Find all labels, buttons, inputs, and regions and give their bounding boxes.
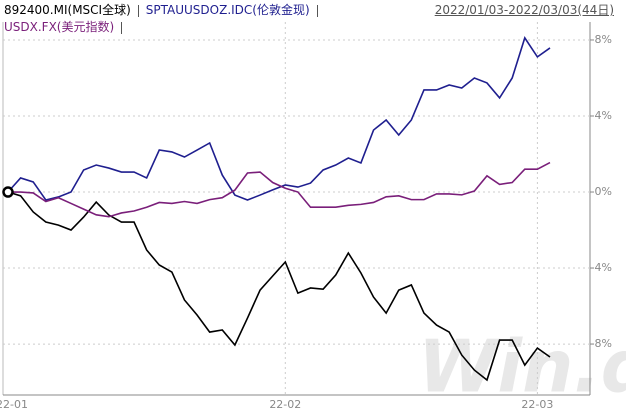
x-tick-label: 22-03	[521, 398, 553, 411]
start-marker	[2, 186, 14, 198]
x-tick-label: 22-01	[0, 398, 28, 411]
date-range: 2022/01/03-2022/03/03(44日)	[434, 3, 614, 17]
y-tick-label: 8%	[595, 33, 612, 46]
legend-entry: USDX.FX(美元指数)	[4, 20, 115, 34]
y-tick-label: 0%	[595, 185, 612, 198]
series-line	[8, 161, 551, 218]
y-tick-label: -8%	[591, 337, 612, 350]
separator	[316, 4, 318, 17]
separator	[137, 4, 139, 17]
series-line	[7, 191, 551, 382]
legend: 892400.MI(MSCI全球) SPTAUUSDOZ.IDC(伦敦金现) U…	[4, 2, 622, 36]
y-tick-label: 4%	[595, 109, 612, 122]
legend-entry: SPTAUUSDOZ.IDC(伦敦金现)	[145, 3, 310, 17]
x-tick-label: 22-02	[269, 398, 301, 411]
legend-entry: 892400.MI(MSCI全球)	[4, 3, 131, 17]
y-tick-label: -4%	[591, 261, 612, 274]
series-line	[7, 36, 551, 201]
separator	[121, 21, 123, 34]
